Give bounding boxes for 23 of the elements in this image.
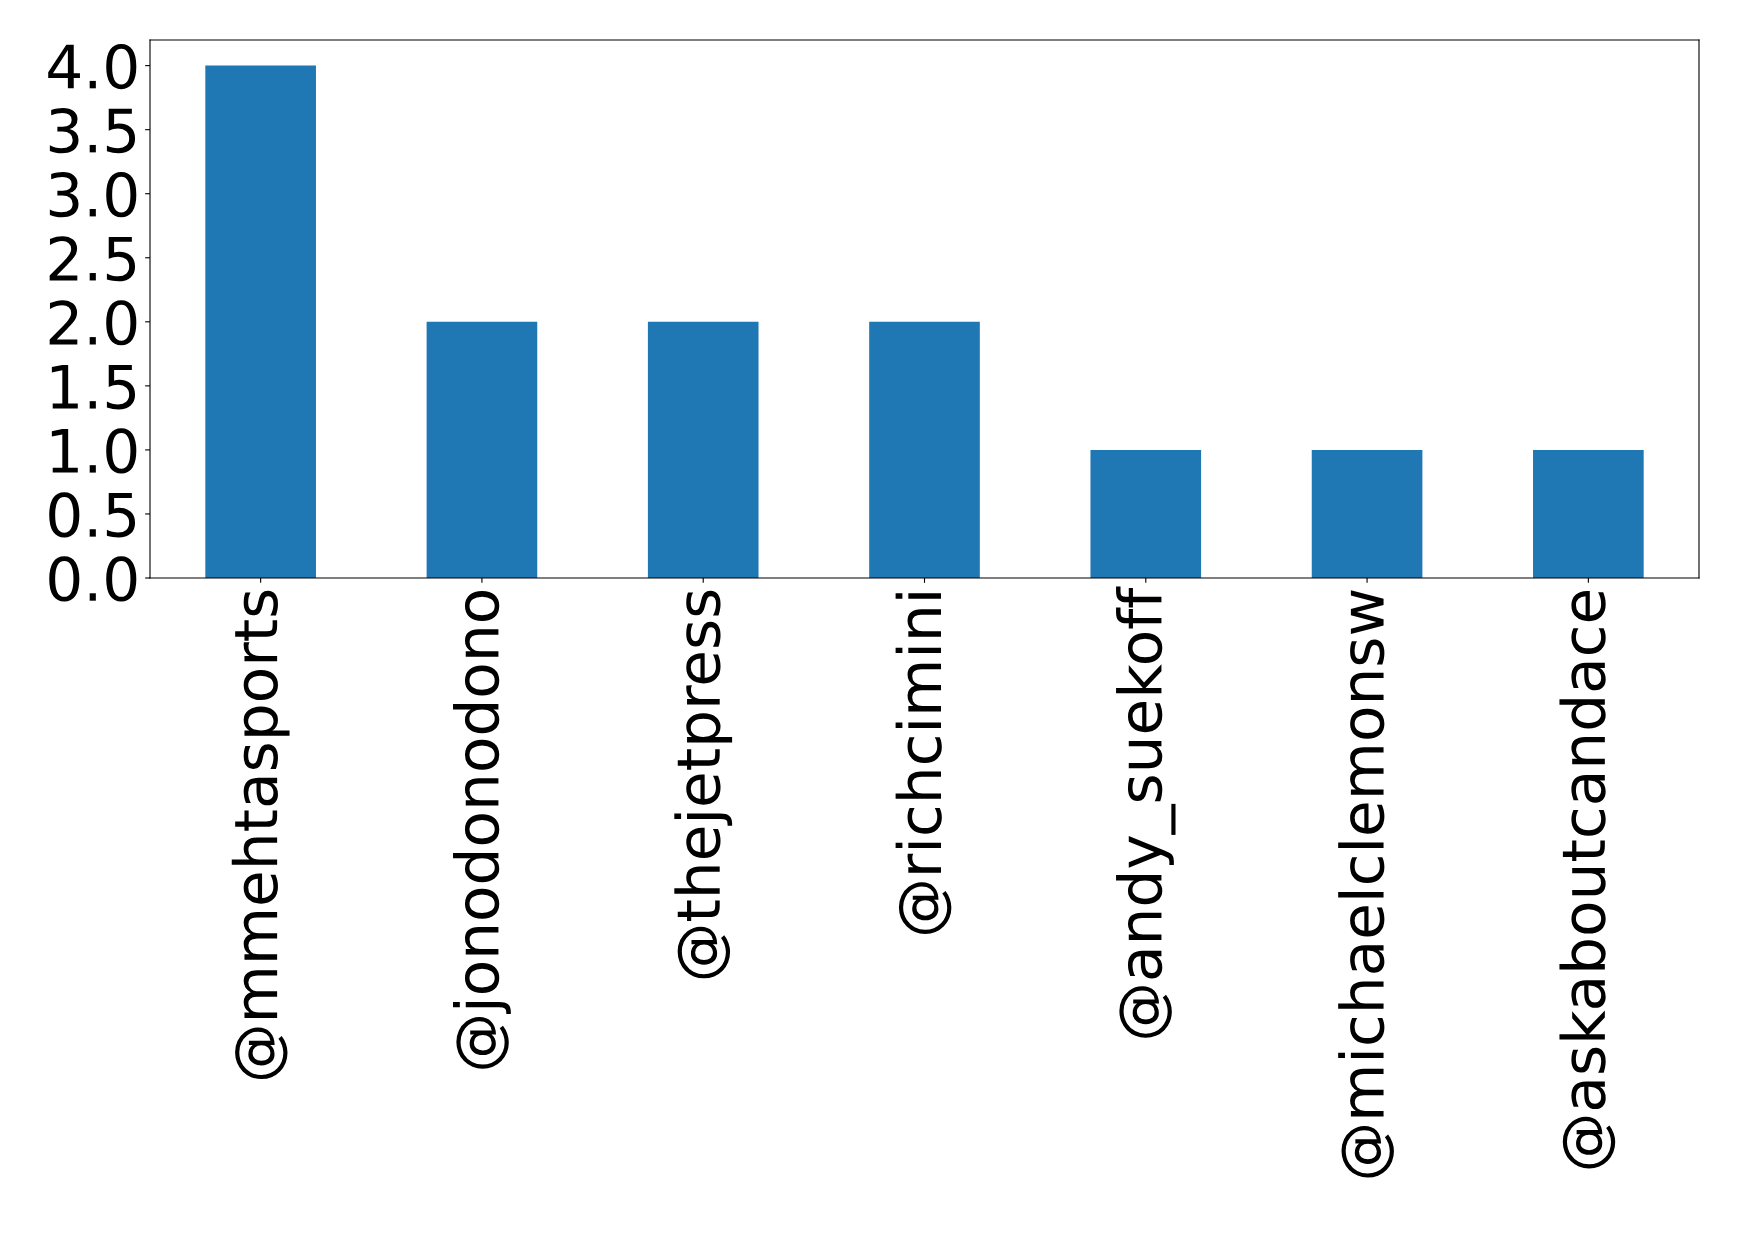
y-tick-label: 2.0 bbox=[49, 300, 137, 346]
y-tick-label: 0.0 bbox=[49, 556, 137, 602]
bar bbox=[205, 65, 316, 578]
y-tick-label: 4.0 bbox=[48, 43, 137, 90]
y-tick-label: 0.5 bbox=[49, 492, 136, 538]
bar bbox=[1533, 449, 1644, 578]
y-tick-label: 1.0 bbox=[51, 428, 137, 474]
x-tick-label: @mmehtasports bbox=[231, 590, 290, 1080]
x-tick-label: @askaboutcandace bbox=[1559, 590, 1616, 1169]
y-tick-label: 3.0 bbox=[49, 172, 137, 218]
bar bbox=[1311, 449, 1423, 578]
x-tick-label: @andy_suekoff bbox=[1116, 586, 1176, 1038]
y-tick-label: 1.5 bbox=[51, 365, 136, 410]
y-tick-label: 3.5 bbox=[49, 108, 136, 154]
bar bbox=[426, 321, 538, 578]
bar bbox=[869, 321, 980, 578]
x-tick-label: @thejetpress bbox=[674, 590, 733, 979]
bar bbox=[647, 321, 759, 578]
y-tick-label: 2.5 bbox=[49, 236, 136, 282]
x-tick-label: @jonodonodono bbox=[453, 591, 511, 1069]
x-tick-label: @michaelclemonsw bbox=[1338, 590, 1394, 1178]
x-tick-label: @richcimini bbox=[895, 593, 952, 934]
bar bbox=[1090, 449, 1202, 578]
